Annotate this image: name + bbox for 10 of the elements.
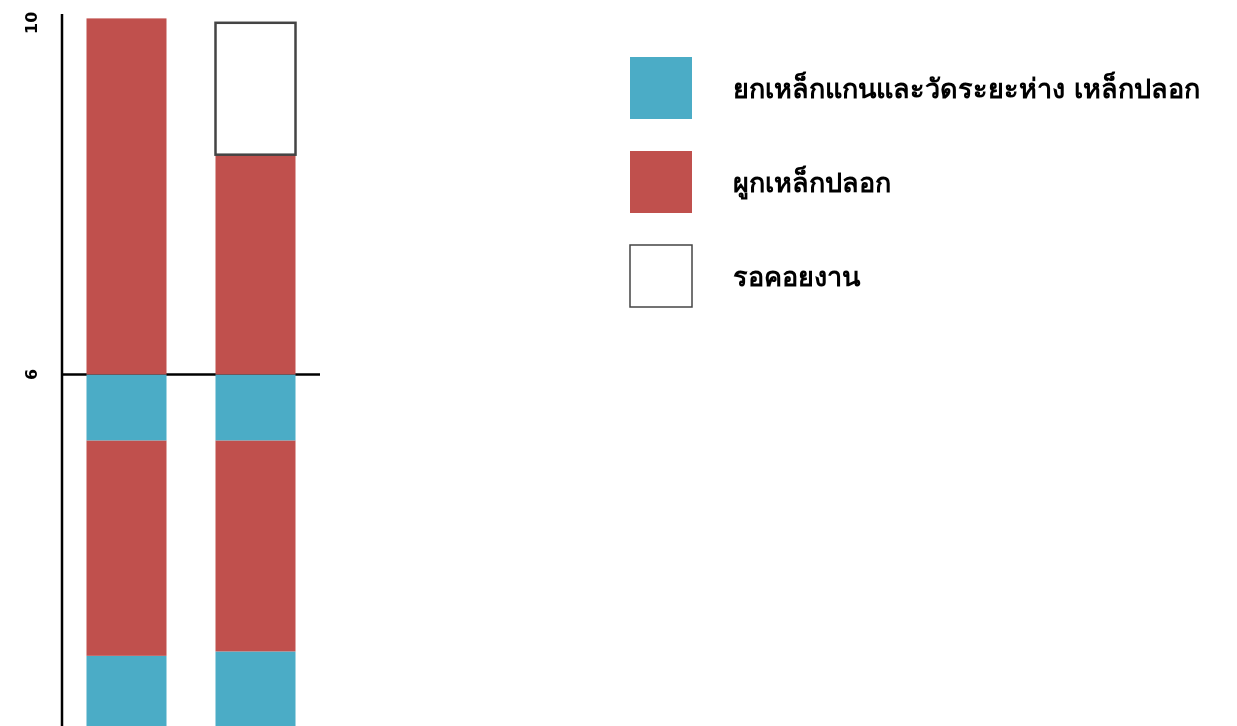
bar xyxy=(86,18,167,375)
legend-label: ผูกเหล็กปลอก xyxy=(733,164,891,200)
bar xyxy=(214,21,297,156)
y-tick-label: 6 xyxy=(22,368,42,381)
bar xyxy=(86,374,167,441)
legend-label: ยกเหล็กแกนและวัดระยะห่าง เหล็กปลอก xyxy=(733,70,1201,104)
bar xyxy=(215,154,296,375)
legend-label: รอคอยงาน xyxy=(733,260,861,292)
bar xyxy=(215,374,296,441)
y-tick-label: 10 xyxy=(22,11,42,34)
